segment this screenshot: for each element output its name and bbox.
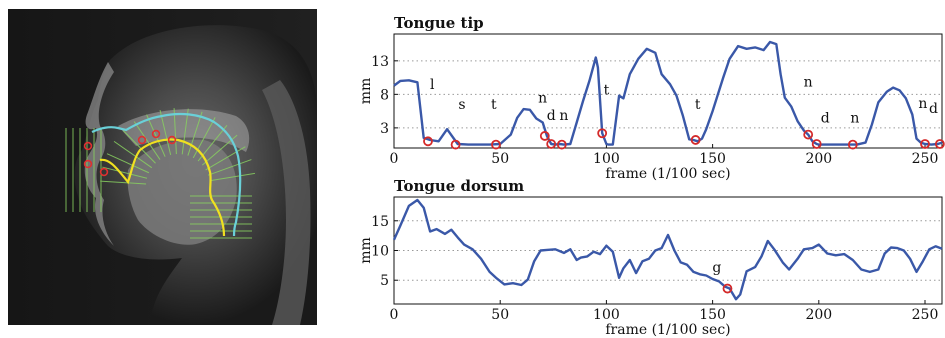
event-marker (803, 129, 814, 140)
analysis-gridline (173, 108, 177, 155)
event-marker (491, 139, 501, 150)
segment-label: l (430, 77, 435, 93)
y-tick-label: 10 (371, 244, 389, 260)
analysis-gridline (102, 166, 148, 179)
x-tick-label: 200 (805, 151, 832, 167)
x-tick-label: 50 (491, 151, 509, 167)
y-tick-label: 8 (380, 87, 389, 103)
x-tick-labels: 0 50 100 150 200 250 (390, 144, 939, 167)
x-axis-label: frame (1/100 sec) (605, 322, 730, 338)
segment-label: t (491, 97, 497, 113)
segment-label: n (804, 74, 813, 90)
analysis-gridline (209, 172, 256, 182)
segment-label: t (604, 82, 610, 98)
mri-landmark-markers (83, 129, 177, 177)
mri-marker (83, 159, 93, 169)
face-profile (84, 62, 114, 246)
y-tick-label: 13 (371, 54, 389, 70)
analysis-gridline (133, 121, 161, 160)
y-tick-label: 15 (371, 214, 389, 230)
y-tick-label: 3 (380, 121, 389, 137)
segment-label: n (850, 111, 859, 127)
x-tick-label: 250 (912, 151, 939, 167)
x-tick-label: 150 (699, 307, 726, 323)
event-marker (546, 139, 557, 149)
series-line (392, 198, 943, 301)
analysis-gridline (146, 114, 166, 157)
chart-tongue-dorsum: Tongue dorsum 0 50 100 150 200 250 5 10 15 g fr… (360, 177, 943, 338)
airway-outer-contour (91, 112, 242, 237)
y-tick-labels: 3 8 13 (371, 54, 398, 137)
event-marker (597, 128, 608, 139)
tongue-inner-contour (99, 138, 226, 237)
gridlines (394, 220, 942, 281)
segment-label: d (929, 101, 938, 117)
x-axis-label: frame (1/100 sec) (605, 166, 730, 182)
segment-label: n (559, 108, 568, 124)
segment-label: t (695, 97, 701, 113)
segment-labels: g (712, 260, 721, 276)
segment-label: g (712, 260, 721, 276)
x-tick-label: 250 (912, 307, 939, 323)
event-markers (423, 128, 945, 150)
analysis-gridline (181, 108, 189, 155)
analysis-gridline (106, 153, 150, 174)
x-tick-label: 50 (491, 307, 509, 323)
gridlines (394, 60, 942, 129)
mri-marker (151, 129, 161, 139)
event-marker (811, 139, 822, 149)
x-tick-labels: 0 50 100 150 200 250 (390, 300, 939, 323)
mri-image-panel (8, 9, 317, 325)
analysis-gridline (113, 140, 153, 169)
segment-label: n (538, 90, 547, 106)
event-marker (920, 139, 930, 149)
series-line (393, 40, 943, 146)
analysis-gridline (159, 109, 172, 155)
event-marker (423, 136, 433, 147)
y-tick-labels: 5 10 15 (371, 214, 398, 289)
y-axis-label: mm (360, 237, 374, 264)
event-marker (539, 131, 550, 141)
spine-region (262, 80, 311, 325)
event-marker (847, 139, 858, 150)
x-tick-label: 150 (699, 151, 726, 167)
chart-title: Tongue dorsum (394, 177, 524, 195)
event-marker (450, 139, 461, 150)
analysis-gridline (192, 117, 216, 159)
analysis-gridline (187, 111, 203, 156)
analysis-gridline (100, 180, 147, 185)
segment-label: d (821, 111, 830, 127)
mri-marker (83, 141, 93, 151)
analysis-gridline (205, 146, 246, 171)
x-tick-label: 0 (390, 151, 399, 167)
analysis-gridline (122, 130, 156, 164)
mri-marker (167, 135, 177, 145)
tongue-mass (127, 139, 237, 245)
plot-frame (393, 33, 943, 149)
event-marker (556, 139, 567, 150)
x-tick-label: 0 (390, 307, 399, 323)
y-axis-label: mm (360, 78, 374, 105)
segment-label: n (918, 96, 927, 112)
chart-title: Tongue tip (394, 14, 484, 32)
event-marker (722, 283, 733, 294)
event-marker (934, 139, 945, 149)
event-marker (690, 135, 701, 145)
x-tick-label: 200 (805, 307, 832, 323)
mri-marker (137, 135, 147, 145)
x-tick-label: 100 (593, 307, 620, 323)
event-markers (722, 283, 733, 294)
mri-marker (99, 167, 109, 177)
x-tick-label: 100 (593, 151, 620, 167)
segment-label: d (547, 108, 556, 124)
y-tick-label: 5 (380, 273, 389, 289)
analysis-gridline (207, 159, 252, 176)
segment-label: s (458, 97, 465, 113)
